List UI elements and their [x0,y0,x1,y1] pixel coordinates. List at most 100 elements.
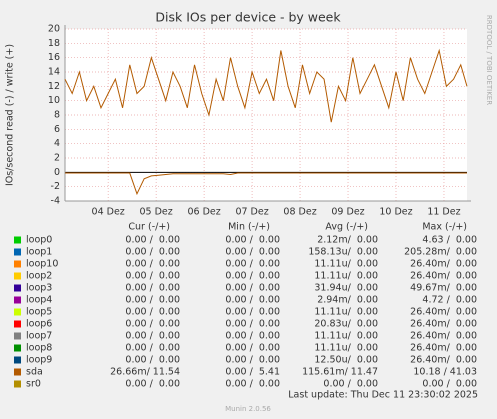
x-tick-label: 06 Dez [187,207,220,218]
y-axis-label: IOs/second read (-) / write (+) [5,44,16,186]
legend-value: 0.00 / 0.00 [125,247,180,258]
y-tick-label: 10 [48,95,60,106]
legend-name: loop1 [26,247,52,258]
legend-value: 11.11u/ 0.00 [314,307,378,318]
x-tick-label: 10 Dez [379,207,412,218]
legend-swatch [14,320,21,328]
legend-value: 0.00 / 0.00 [225,271,280,282]
x-tick-label: 05 Dez [140,207,173,218]
legend-value: 0.00 / 0.00 [225,259,280,270]
legend-value: 0.00 / 0.00 [225,247,280,258]
legend-name: loop3 [26,283,52,294]
last-update: Last update: Thu Dec 11 23:30:02 2025 [288,390,478,401]
y-tick-label: 16 [48,52,60,63]
legend-name: loop2 [26,271,52,282]
y-tick-label: 8 [54,110,60,121]
x-tick-label: 07 Dez [235,207,268,218]
legend-value: 26.40m/ 0.00 [410,343,477,354]
legend-value: 158.13u/ 0.00 [308,247,378,258]
legend-value: 0.00 / 0.00 [125,271,180,282]
legend-header: Max (-/+) [422,222,467,233]
legend-value: 26.66m/ 11.54 [110,367,180,378]
legend-header: Avg (-/+) [325,222,368,233]
legend-value: 0.00 / 0.00 [422,379,477,390]
legend-value: 0.00 / 0.00 [225,379,280,390]
y-tick-label: 0 [54,167,60,178]
legend-name: sr0 [26,379,41,390]
y-tick-label: 4 [54,138,60,149]
legend-value: 0.00 / 0.00 [125,295,180,306]
legend-value: 0.00 / 0.00 [125,343,180,354]
legend-swatch [14,344,21,352]
legend-name: loop8 [26,343,52,354]
y-tick-label: 18 [48,38,60,49]
legend-name: loop4 [26,295,52,306]
y-tick-label: -4 [51,196,60,207]
legend-value: 0.00 / 0.00 [125,379,180,390]
legend-value: 31.94u/ 0.00 [314,283,378,294]
x-tick-label: 04 Dez [92,207,125,218]
y-tick-label: -2 [51,181,60,192]
legend-value: 11.11u/ 0.00 [314,271,378,282]
legend-header: Cur (-/+) [128,222,170,233]
legend-swatch [14,236,21,244]
legend-swatch [14,296,21,304]
legend-value: 26.40m/ 0.00 [410,331,477,342]
legend-swatch [14,368,21,376]
legend-name: loop9 [26,355,52,366]
legend-value: 0.00 / 0.00 [125,331,180,342]
legend-value: 26.40m/ 0.00 [410,307,477,318]
legend-value: 2.94m/ 0.00 [317,295,378,306]
legend-name: loop7 [26,331,52,342]
legend-swatch [14,272,21,280]
legend-name: loop5 [26,307,52,318]
series-line [65,172,467,196]
legend-value: 0.00 / 0.00 [225,331,280,342]
legend-name: loop6 [26,319,52,330]
legend-swatch [14,308,21,316]
legend-value: 0.00 / 0.00 [125,319,180,330]
legend-header: Min (-/+) [228,222,270,233]
y-tick-label: 14 [48,67,60,78]
legend-value: 0.00 / 0.00 [125,355,180,366]
legend-swatch [14,356,21,364]
legend-value: 0.00 / 0.00 [225,307,280,318]
series-line [64,48,468,123]
legend-value: 11.11u/ 0.00 [314,331,378,342]
y-tick-label: 12 [48,81,60,92]
legend-value: 115.61m/ 11.47 [302,367,378,378]
legend-value: 4.63 / 0.00 [422,235,477,246]
legend-value: 0.00 / 5.41 [225,367,280,378]
legend-value: 26.40m/ 0.00 [410,355,477,366]
y-tick-label: 6 [54,124,60,135]
legend-name: loop10 [26,259,58,270]
legend-value: 26.40m/ 0.00 [410,319,477,330]
legend-value: 0.00 / 0.00 [225,295,280,306]
legend-swatch [14,332,21,340]
legend-value: 0.00 / 0.00 [125,259,180,270]
side-text: RRDTOOL / TOBI OETIKER [485,15,493,105]
legend-value: 26.40m/ 0.00 [410,271,477,282]
legend-value: 205.28m/ 0.00 [404,247,477,258]
x-tick-label: 11 Dez [427,207,460,218]
legend-value: 20.83u/ 0.00 [314,319,378,330]
legend-value: 2.12m/ 0.00 [317,235,378,246]
legend-value: 0.00 / 0.00 [125,235,180,246]
legend-name: sda [26,367,43,378]
legend-name: loop0 [26,235,52,246]
y-tick-label: 2 [54,153,60,164]
legend-value: 0.00 / 0.00 [225,355,280,366]
legend-value: 0.00 / 0.00 [225,319,280,330]
legend-value: 11.11u/ 0.00 [314,343,378,354]
legend-value: 0.00 / 0.00 [225,235,280,246]
legend-swatch [14,260,21,268]
footer: Munin 2.0.56 [225,405,271,413]
legend-value: 11.11u/ 0.00 [314,259,378,270]
legend-value: 12.50u/ 0.00 [314,355,378,366]
legend-value: 10.18 / 41.03 [413,367,477,378]
legend-value: 26.40m/ 0.00 [410,259,477,270]
legend-value: 0.00 / 0.00 [323,379,378,390]
legend-value: 0.00 / 0.00 [225,283,280,294]
x-tick-label: 09 Dez [331,207,364,218]
